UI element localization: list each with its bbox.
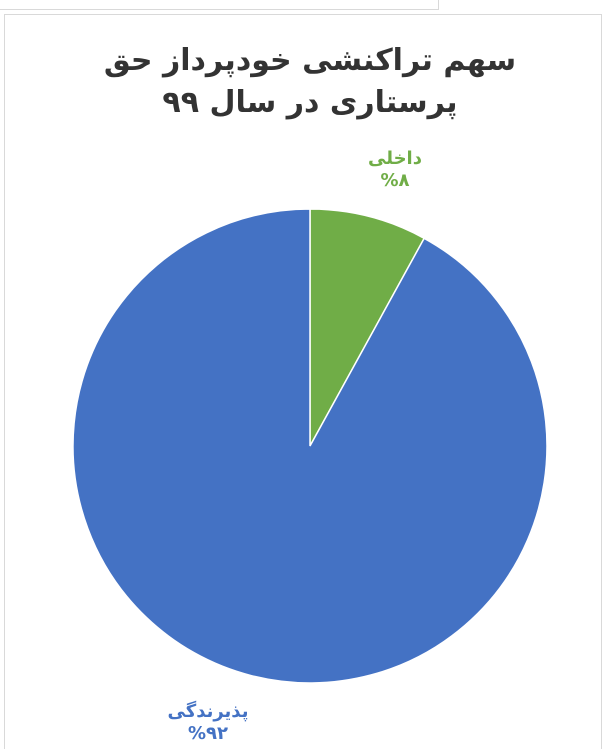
chart-title-line-1: سهم تراکنشی خودپرداز حق — [103, 43, 517, 78]
data-label-internal-value: %۸ — [380, 170, 410, 191]
data-label-internal-name: داخلی — [368, 148, 422, 169]
chart-title: سهم تراکنشی خودپرداز حق پرستاری در سال ۹… — [60, 40, 560, 124]
pie-slice-acceptance — [72, 208, 548, 684]
pie-slice-internal — [309, 208, 426, 447]
data-label-acceptance-value: %۹۲ — [187, 723, 228, 744]
data-label-acceptance-name: پذیرندگی — [167, 701, 249, 722]
chart-area — [4, 14, 602, 749]
data-label-internal: داخلی %۸ — [355, 148, 435, 192]
data-label-acceptance: پذیرندگی %۹۲ — [158, 701, 258, 745]
previous-chart-frame-edge — [0, 0, 439, 10]
chart-title-line-2: پرستاری در سال ۹۹ — [162, 85, 458, 120]
